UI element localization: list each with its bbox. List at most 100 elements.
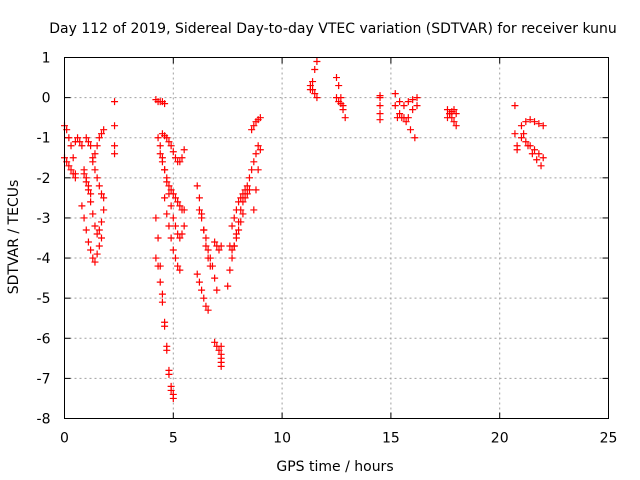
y-tick-label: -4	[37, 251, 51, 267]
data-point	[313, 94, 321, 102]
series-arc-d2	[152, 254, 177, 398]
data-point	[171, 154, 179, 162]
data-point	[411, 134, 419, 142]
data-point	[100, 206, 108, 214]
data-point	[241, 186, 249, 194]
data-point	[228, 222, 236, 230]
data-point	[311, 90, 319, 98]
x-tick-label: 0	[60, 431, 69, 447]
series-arc-f2	[226, 210, 247, 254]
series-arc-l2	[517, 116, 547, 130]
x-tick-label: 20	[491, 431, 509, 447]
data-point	[243, 182, 251, 190]
data-points	[61, 58, 547, 402]
data-point	[93, 230, 101, 238]
data-point	[167, 186, 175, 194]
data-point	[176, 234, 184, 242]
data-point	[176, 158, 184, 166]
data-point	[169, 390, 177, 398]
data-point	[97, 234, 105, 242]
data-point	[78, 202, 86, 210]
data-point	[313, 58, 321, 66]
series-arc-j2	[391, 102, 421, 122]
data-point	[539, 154, 547, 162]
data-point	[195, 206, 203, 214]
data-point	[171, 194, 179, 202]
data-point	[376, 110, 384, 118]
series-arc-c1	[111, 98, 119, 158]
series-arc-d3	[152, 96, 169, 108]
data-point	[67, 166, 75, 174]
series-arc-d7	[161, 194, 184, 274]
data-point	[93, 174, 101, 182]
data-point	[531, 118, 539, 126]
data-point	[528, 150, 536, 158]
data-point	[511, 130, 519, 138]
data-point	[537, 162, 545, 170]
data-point	[158, 298, 166, 306]
data-point	[333, 94, 340, 102]
data-point	[154, 262, 162, 270]
data-point	[195, 278, 203, 286]
data-point	[250, 122, 258, 130]
data-point	[309, 86, 317, 94]
data-point	[178, 230, 186, 238]
data-point	[213, 286, 221, 294]
data-point	[74, 134, 82, 142]
data-point	[69, 154, 77, 162]
data-point	[171, 254, 179, 262]
data-point	[158, 290, 166, 298]
data-point	[517, 122, 525, 130]
data-point	[250, 158, 258, 166]
data-point	[208, 262, 216, 270]
data-point	[235, 198, 243, 206]
data-point	[535, 120, 543, 128]
data-point	[167, 382, 175, 390]
y-tick-label: 1	[42, 51, 51, 67]
x-tick-label: 10	[273, 431, 291, 447]
data-point	[165, 370, 173, 378]
data-point	[341, 114, 349, 122]
data-point	[97, 218, 105, 226]
data-point	[406, 126, 414, 134]
data-point	[180, 146, 188, 154]
data-point	[226, 266, 234, 274]
data-point	[402, 118, 410, 126]
data-point	[256, 114, 264, 122]
data-point	[524, 142, 532, 150]
data-point	[391, 102, 399, 110]
data-point	[82, 174, 90, 182]
data-point	[91, 222, 99, 230]
data-point	[443, 106, 451, 114]
data-point	[239, 190, 247, 198]
x-axis-label: GPS time / hours	[276, 459, 393, 475]
data-point	[87, 198, 95, 206]
data-point	[100, 126, 108, 134]
data-point	[174, 198, 182, 206]
data-point	[452, 122, 460, 130]
data-point	[376, 94, 384, 102]
data-point	[452, 110, 460, 118]
data-point	[161, 166, 169, 174]
data-point	[91, 166, 99, 174]
x-tick-label: 5	[169, 431, 178, 447]
data-point	[237, 218, 245, 226]
data-point	[180, 222, 188, 230]
series-arc-e5	[211, 338, 225, 354]
data-point	[404, 98, 412, 106]
chart-title: Day 112 of 2019, Sidereal Day-to-day VTE…	[49, 21, 617, 37]
data-point	[97, 130, 105, 138]
data-point	[163, 210, 171, 218]
data-point	[161, 322, 169, 330]
data-point	[87, 142, 95, 150]
data-point	[235, 226, 243, 234]
data-point	[256, 146, 264, 154]
data-point	[84, 182, 92, 190]
y-tick-label: -1	[37, 131, 51, 147]
data-point	[95, 134, 103, 142]
data-point	[232, 234, 240, 242]
data-point	[206, 254, 214, 262]
series-arc-l4	[520, 130, 545, 170]
data-point	[65, 134, 73, 142]
series-arc-e2	[193, 270, 212, 314]
